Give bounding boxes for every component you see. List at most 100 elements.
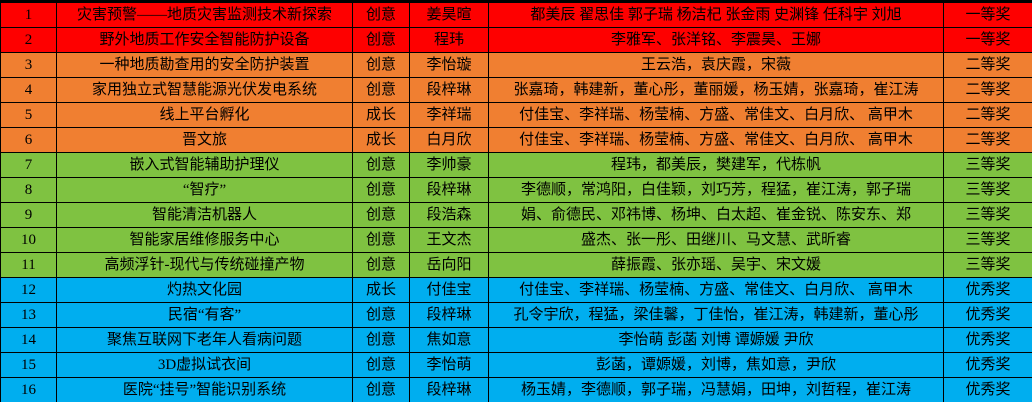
team-members-cell[interactable]: 王云浩，袁庆霞，宋薇 — [488, 52, 944, 78]
table-row: 8 “智疗” 创意 段梓琳 李德顺，常鸿阳，白佳颖，刘巧芳，程猛，崔江涛，郭子瑞… — [0, 177, 1032, 203]
category-cell[interactable]: 成长 — [352, 277, 410, 303]
category-cell[interactable]: 成长 — [352, 127, 410, 153]
award-cell[interactable]: 一等奖 — [943, 2, 1032, 28]
project-name-cell[interactable]: 嵌入式智能辅助护理仪 — [56, 152, 353, 178]
category-cell[interactable]: 创意 — [352, 202, 410, 228]
category-cell[interactable]: 创意 — [352, 252, 410, 278]
row-number-cell[interactable]: 13 — [0, 302, 57, 328]
row-number-cell[interactable]: 6 — [0, 127, 57, 153]
award-cell[interactable]: 优秀奖 — [943, 377, 1032, 402]
project-name-cell[interactable]: 高频浮针-现代与传统碰撞产物 — [56, 252, 353, 278]
row-number-cell[interactable]: 12 — [0, 277, 57, 303]
award-cell[interactable]: 二等奖 — [943, 77, 1032, 103]
team-members-cell[interactable]: 彭菡，谭嫄媛，刘博，焦如意，尹欣 — [488, 352, 944, 378]
row-number-cell[interactable]: 9 — [0, 202, 57, 228]
team-members-cell[interactable]: 杨玉婧，李德顺，郭子瑞，冯慧娟，田坤，刘哲程，崔江涛 — [488, 377, 944, 402]
award-cell[interactable]: 三等奖 — [943, 252, 1032, 278]
team-members-cell[interactable]: 李德顺，常鸿阳，白佳颖，刘巧芳，程猛，崔江涛，郭子瑞 — [488, 177, 944, 203]
leader-cell[interactable]: 段梓琳 — [409, 302, 489, 328]
row-number-cell[interactable]: 10 — [0, 227, 57, 253]
project-name-cell[interactable]: 3D虚拟试衣间 — [56, 352, 353, 378]
team-members-cell[interactable]: 盛杰、张一彤、田继川、马文慧、武昕睿 — [488, 227, 944, 253]
category-cell[interactable]: 创意 — [352, 27, 410, 53]
award-cell[interactable]: 优秀奖 — [943, 302, 1032, 328]
project-name-cell[interactable]: 家用独立式智慧能源光伏发电系统 — [56, 77, 353, 103]
row-number-cell[interactable]: 4 — [0, 77, 57, 103]
row-number-cell[interactable]: 5 — [0, 102, 57, 128]
award-cell[interactable]: 一等奖 — [943, 27, 1032, 53]
team-members-cell[interactable]: 孔令宇欣，程猛，梁佳馨，丁佳怡，崔江涛，韩建新，董心彤 — [488, 302, 944, 328]
project-name-cell[interactable]: 晋文旅 — [56, 127, 353, 153]
project-name-cell[interactable]: “智疗” — [56, 177, 353, 203]
leader-cell[interactable]: 程玮 — [409, 27, 489, 53]
team-members-cell[interactable]: 付佳宝、李祥瑞、杨莹楠、方盛、常佳文、白月欣、 高甲木 — [488, 277, 944, 303]
row-number-cell[interactable]: 3 — [0, 52, 57, 78]
award-cell[interactable]: 三等奖 — [943, 202, 1032, 228]
team-members-cell[interactable]: 付佳宝、李祥瑞、杨莹楠、方盛、常佳文、白月欣、 高甲木 — [488, 127, 944, 153]
award-cell[interactable]: 二等奖 — [943, 52, 1032, 78]
project-name-cell[interactable]: 线上平台孵化 — [56, 102, 353, 128]
leader-cell[interactable]: 焦如意 — [409, 327, 489, 353]
project-name-cell[interactable]: 一种地质勘查用的安全防护装置 — [56, 52, 353, 78]
row-number-cell[interactable]: 8 — [0, 177, 57, 203]
award-cell[interactable]: 二等奖 — [943, 102, 1032, 128]
award-cell[interactable]: 优秀奖 — [943, 277, 1032, 303]
leader-cell[interactable]: 段梓琳 — [409, 377, 489, 402]
leader-cell[interactable]: 白月欣 — [409, 127, 489, 153]
leader-cell[interactable]: 李怡萌 — [409, 352, 489, 378]
row-number-cell[interactable]: 14 — [0, 327, 57, 353]
row-number-cell[interactable]: 7 — [0, 152, 57, 178]
team-members-cell[interactable]: 薛振霞、张亦瑶、吴宇、宋文媛 — [488, 252, 944, 278]
project-name-cell[interactable]: 灼热文化园 — [56, 277, 353, 303]
team-members-cell[interactable]: 付佳宝、李祥瑞、杨莹楠、方盛、常佳文、白月欣、 高甲木 — [488, 102, 944, 128]
award-cell[interactable]: 优秀奖 — [943, 327, 1032, 353]
category-cell[interactable]: 创意 — [352, 52, 410, 78]
project-name-cell[interactable]: 灾害预警——地质灾害监测技术新探索 — [56, 2, 353, 28]
category-cell[interactable]: 创意 — [352, 77, 410, 103]
table-row: 12 灼热文化园 成长 付佳宝 付佳宝、李祥瑞、杨莹楠、方盛、常佳文、白月欣、 … — [0, 277, 1032, 303]
leader-cell[interactable]: 段梓琳 — [409, 77, 489, 103]
category-cell[interactable]: 创意 — [352, 177, 410, 203]
team-members-cell[interactable]: 都美辰 翟思佳 郭子瑞 杨洁杞 张金雨 史渊锋 任科宇 刘旭 — [488, 2, 944, 28]
category-cell[interactable]: 创意 — [352, 352, 410, 378]
leader-cell[interactable]: 李祥瑞 — [409, 102, 489, 128]
row-number-cell[interactable]: 16 — [0, 377, 57, 402]
category-cell[interactable]: 成长 — [352, 102, 410, 128]
leader-cell[interactable]: 李帅豪 — [409, 152, 489, 178]
leader-cell[interactable]: 段浩森 — [409, 202, 489, 228]
row-number-cell[interactable]: 11 — [0, 252, 57, 278]
team-members-cell[interactable]: 娟、俞德民、邓祎博、杨坤、白太超、崔金锐、陈安东、郑 — [488, 202, 944, 228]
table-row: 1 灾害预警——地质灾害监测技术新探索 创意 姜昊暄 都美辰 翟思佳 郭子瑞 杨… — [0, 2, 1032, 28]
project-name-cell[interactable]: 野外地质工作安全智能防护设备 — [56, 27, 353, 53]
project-name-cell[interactable]: 医院“挂号”智能识别系统 — [56, 377, 353, 402]
category-cell[interactable]: 创意 — [352, 2, 410, 28]
leader-cell[interactable]: 岳向阳 — [409, 252, 489, 278]
leader-cell[interactable]: 王文杰 — [409, 227, 489, 253]
award-cell[interactable]: 优秀奖 — [943, 352, 1032, 378]
category-cell[interactable]: 创意 — [352, 302, 410, 328]
row-number-cell[interactable]: 15 — [0, 352, 57, 378]
project-name-cell[interactable]: 民宿“有客” — [56, 302, 353, 328]
team-members-cell[interactable]: 李怡萌 彭菡 刘博 谭嫄媛 尹欣 — [488, 327, 944, 353]
leader-cell[interactable]: 李怡璇 — [409, 52, 489, 78]
table-row: 7 嵌入式智能辅助护理仪 创意 李帅豪 程玮，都美辰，樊建军，代栋帆 三等奖 — [0, 152, 1032, 178]
team-members-cell[interactable]: 张嘉琦，韩建新，董心彤，董丽媛，杨玉婧，张嘉琦，崔江涛 — [488, 77, 944, 103]
category-cell[interactable]: 创意 — [352, 152, 410, 178]
award-cell[interactable]: 二等奖 — [943, 127, 1032, 153]
leader-cell[interactable]: 姜昊暄 — [409, 2, 489, 28]
category-cell[interactable]: 创意 — [352, 227, 410, 253]
leader-cell[interactable]: 付佳宝 — [409, 277, 489, 303]
project-name-cell[interactable]: 聚焦互联网下老年人看病问题 — [56, 327, 353, 353]
award-cell[interactable]: 三等奖 — [943, 152, 1032, 178]
award-cell[interactable]: 三等奖 — [943, 227, 1032, 253]
row-number-cell[interactable]: 1 — [0, 2, 57, 28]
project-name-cell[interactable]: 智能家居维修服务中心 — [56, 227, 353, 253]
leader-cell[interactable]: 段梓琳 — [409, 177, 489, 203]
team-members-cell[interactable]: 李雅军、张洋铭、李震昊、王娜 — [488, 27, 944, 53]
team-members-cell[interactable]: 程玮，都美辰，樊建军，代栋帆 — [488, 152, 944, 178]
row-number-cell[interactable]: 2 — [0, 27, 57, 53]
category-cell[interactable]: 创意 — [352, 377, 410, 402]
award-cell[interactable]: 三等奖 — [943, 177, 1032, 203]
project-name-cell[interactable]: 智能清洁机器人 — [56, 202, 353, 228]
category-cell[interactable]: 创意 — [352, 327, 410, 353]
